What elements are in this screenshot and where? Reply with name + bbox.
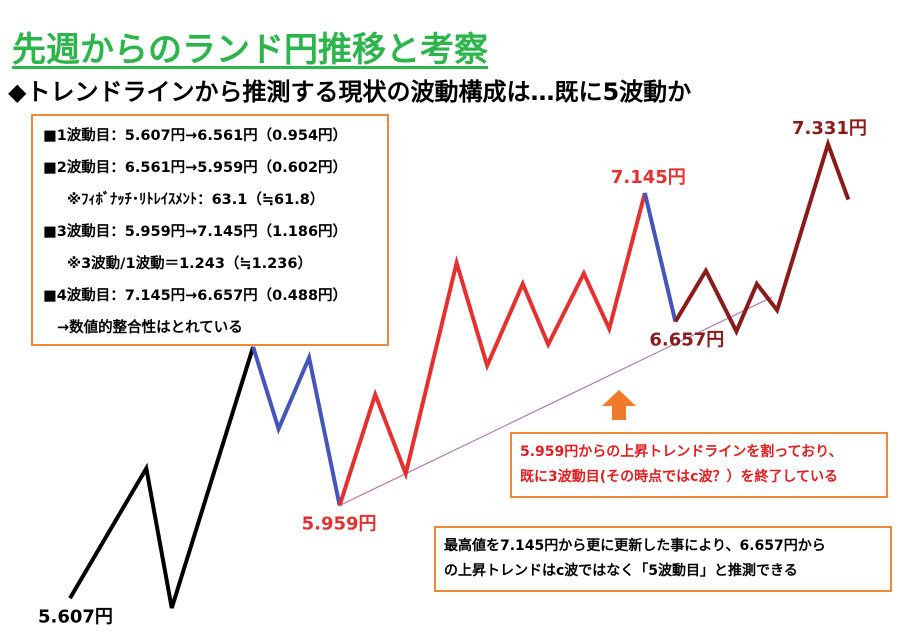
price-label-6: 7.331円 bbox=[792, 118, 867, 139]
info-line-wave4: ■4波動目：7.145円→6.657円（0.488円） bbox=[43, 288, 348, 304]
fifth-wave-note-line2: の上昇トレンドはc波ではなく「5波動目」と推測できる bbox=[444, 562, 798, 579]
trendline-note-line1: 5.959円からの上昇トレンドラインを割っており、 bbox=[520, 444, 843, 460]
info-line-wave1: ■1波動目：5.607円→6.561円（0.954円） bbox=[43, 128, 348, 144]
price-segment-3 bbox=[337, 192, 647, 507]
page-subtitle: ◆トレンドラインから推測する現状の波動構成は…既に5波動か bbox=[8, 78, 692, 106]
fifth-wave-note: 最高値を7.145円から更に更新した事により、6.657円から の上昇トレンドは… bbox=[434, 526, 892, 592]
price-label-1: 5.607円 bbox=[38, 606, 113, 627]
fifth-wave-note-line1: 最高値を7.145円から更に更新した事により、6.657円から bbox=[444, 538, 826, 554]
info-line-ratio: ※3波動/1波動＝1.243（≒1.236） bbox=[67, 256, 312, 272]
info-line-conclusion: →数値的整合性はとれている bbox=[57, 320, 243, 336]
price-segment-4 bbox=[642, 192, 678, 323]
price-label-5: 6.657円 bbox=[649, 330, 724, 351]
trendline-note-line2: 既に3波動目(その時点ではc波？）を終了している bbox=[520, 468, 839, 485]
info-line-wave2: ■2波動目：6.561円→5.959円（0.602円） bbox=[43, 160, 348, 176]
page-title: 先週からのランド円推移と考察 bbox=[12, 30, 488, 70]
trendline bbox=[339, 296, 773, 507]
info-line-fibonacci: ※ﾌｨﾎﾞﾅｯﾁ･ﾘﾄﾚｲｽﾒﾝﾄ：63.1（≒61.8） bbox=[67, 192, 325, 208]
info-line-wave3: ■3波動目：5.959円→7.145円（1.186円） bbox=[43, 224, 348, 240]
price-label-4: 7.145円 bbox=[611, 167, 686, 188]
price-segment-5 bbox=[673, 137, 851, 337]
price-segment-2 bbox=[251, 346, 342, 506]
price-segment-1 bbox=[68, 346, 256, 609]
trendline-break-note: 5.959円からの上昇トレンドラインを割っており、 既に3波動目(その時点ではc… bbox=[510, 432, 888, 498]
price-label-3: 5.959円 bbox=[302, 514, 377, 535]
wave-info-box: ■1波動目：5.607円→6.561円（0.954円） ■2波動目：6.561円… bbox=[31, 114, 389, 346]
up-arrow-icon bbox=[602, 390, 636, 420]
